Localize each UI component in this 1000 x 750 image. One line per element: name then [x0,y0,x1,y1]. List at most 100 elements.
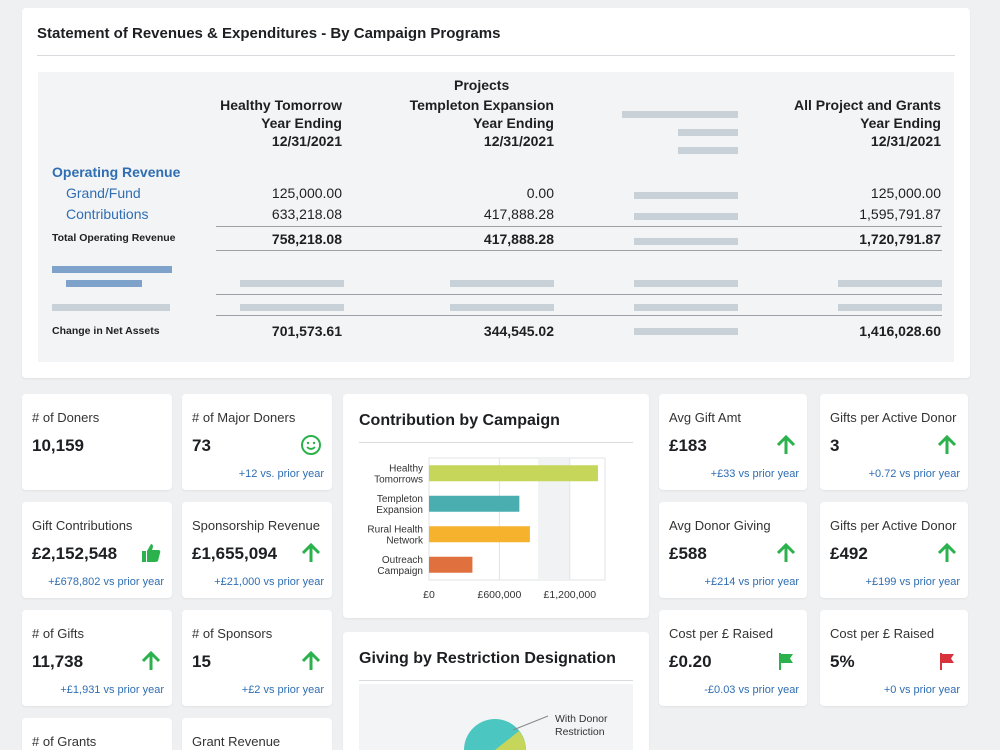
projects-header: Projects [454,77,510,93]
cell-value: 417,888.28 [483,206,554,222]
kpi-delta: -£0.03 vs prior year [704,684,799,696]
divider [359,442,633,443]
kpi-delta: +£2 vs prior year [241,684,324,696]
divider [216,226,942,227]
y-tick-label-line: Healthy [389,463,423,474]
arrow-up-icon [301,650,321,670]
kpi-delta: +£1,931 vs prior year [60,684,164,696]
cell-value: 758,218.08 [271,231,342,247]
kpi-card-avg-gift[interactable]: Avg Gift Amt £183 +£33 vs prior year [659,394,807,490]
kpi-label: # of Sponsors [192,626,273,641]
y-tick-label: Rural Health Network [367,524,424,546]
leader-line [512,715,549,731]
kpi-label: # of Grants [32,734,97,749]
bar-chart: £0 £600,000 £1,200,000 Healthy Tomorrows Temp… [367,457,606,601]
y-tick-label-line: Expansion [376,505,423,516]
pie-label: With Donor Restriction [555,713,610,738]
kpi-delta: +0.72 vs prior year [868,468,960,480]
placeholder-bar [52,266,172,273]
thumbs-up-icon [142,544,161,562]
placeholder-bar [634,192,738,199]
cell-value: 1,416,028.60 [859,323,941,339]
kpi-label: # of Major Doners [192,410,296,425]
bar [429,495,520,512]
y-tick-label-line: Tomorrows [374,474,423,485]
arrow-up-icon [776,434,796,454]
kpi-card-cost-per-raised-2[interactable]: Cost per £ Raised 5% +0 vs prior year [820,610,968,706]
flag-red-icon [940,653,954,670]
cell-value: 417,888.28 [483,231,554,247]
kpi-card-major-doners[interactable]: # of Major Doners 73 +12 vs. prior year [182,394,332,490]
kpi-value: £1,655,094 [192,544,278,563]
placeholder-bar [450,304,554,311]
kpi-label: Sponsorship Revenue [192,518,320,533]
kpi-label: Gifts per Active Donor [830,518,957,533]
x-tick-label: £1,200,000 [544,589,597,601]
placeholder-bar [634,328,738,335]
kpi-card-gifts-per-active-donor-2[interactable]: Gifts per Active Donor £492 +£199 vs pri… [820,502,968,598]
divider [359,680,633,681]
placeholder-bar [240,280,344,287]
placeholder-bar [838,304,942,311]
placeholder-bar [52,304,170,311]
row-label-change-in-net-assets: Change in Net Assets [52,325,160,337]
pie-slice [495,731,526,750]
kpi-delta: +0 vs prior year [883,684,960,696]
kpi-card-doners[interactable]: # of Doners 10,159 [22,394,172,490]
kpi-value: 11,738 [32,652,84,671]
placeholder-bar [678,147,738,154]
kpi-label: Cost per £ Raised [669,626,774,641]
divider [37,55,955,56]
cell-value: 701,573.61 [271,323,342,339]
kpi-label: Grant Revenue [192,734,281,749]
statement-table: Projects Healthy Tomorrow Year Ending 12/3… [38,72,954,362]
kpi-label: # of Gifts [32,626,85,641]
kpi-label: Gifts per Active Donor [830,410,957,425]
operating-revenue-label: Operating Revenue [52,164,181,180]
y-tick-label: Outreach Campaign [377,555,423,577]
kpi-value: 15 [192,652,211,671]
divider [216,294,942,295]
placeholder-bar [634,213,738,220]
kpi-card-gifts[interactable]: # of Gifts 11,738 +£1,931 vs prior year [22,610,172,706]
arrow-up-icon [937,434,957,454]
arrow-up-icon [776,542,796,562]
arrow-up-icon [937,542,957,562]
bar [429,556,473,573]
kpi-card-cost-per-raised[interactable]: Cost per £ Raised £0.20 -£0.03 vs prior … [659,610,807,706]
kpi-delta: +12 vs. prior year [238,468,324,480]
placeholder-bar [838,280,942,287]
cell-value: 125,000.00 [870,185,941,201]
y-tick-label: Healthy Tomorrows [374,463,423,485]
kpi-delta: +£214 vs prior year [704,576,799,588]
y-tick-label-line: Network [386,535,424,546]
placeholder-bar [622,111,738,118]
kpi-card-sponsors[interactable]: # of Sponsors 15 +£2 vs prior year [182,610,332,706]
placeholder-bar [240,304,344,311]
contribution-chart-panel: Contribution by Campaign £0 £600,000 £1,20… [343,394,649,618]
kpi-delta: +£33 vs prior year [710,468,799,480]
kpi-value: £2,152,548 [32,544,118,563]
kpi-delta: +£199 vs prior year [865,576,960,588]
kpi-card-gifts-per-active-donor[interactable]: Gifts per Active Donor 3 +0.72 vs prior … [820,394,968,490]
kpi-card-sponsorship-revenue[interactable]: Sponsorship Revenue £1,655,094 +£21,000 … [182,502,332,598]
kpi-card-gift-contributions[interactable]: Gift Contributions £2,152,548 +£678,802 … [22,502,172,598]
chart-title: Giving by Restriction Designation [359,650,616,667]
cell-value: 0.00 [526,185,554,201]
kpi-card-avg-donor-giving[interactable]: Avg Donor Giving £588 +£214 vs prior yea… [659,502,807,598]
arrow-up-icon [301,542,321,562]
kpi-value: 73 [192,436,211,455]
column-header-healthy-tomorrow: Healthy Tomorrow Year Ending 12/31/2021 [220,97,342,149]
divider [216,315,942,316]
placeholder-bar [634,238,738,245]
divider [216,250,942,251]
cell-value: 344,545.02 [483,323,554,339]
placeholder-bar [450,280,554,287]
kpi-value: 3 [830,436,840,455]
cell-value: 125,000.00 [271,185,342,201]
bar [429,526,530,543]
kpi-card-grant-revenue[interactable]: Grant Revenue [182,718,332,750]
kpi-card-grants[interactable]: # of Grants [22,718,172,750]
bar [429,465,598,482]
chart-title: Contribution by Campaign [359,412,560,429]
